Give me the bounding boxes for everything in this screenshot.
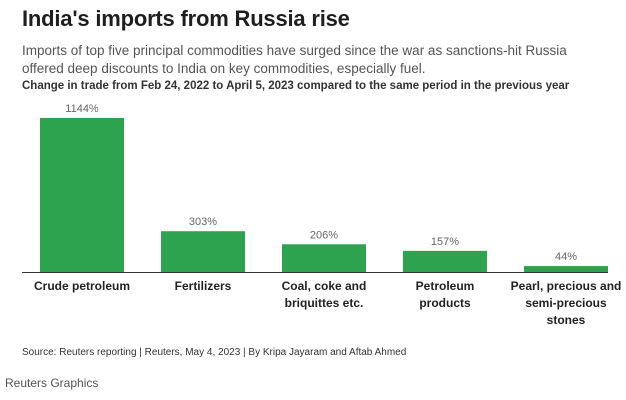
category-label-line: Pearl, precious and (511, 279, 622, 293)
category-label-2: Fertilizers (175, 279, 232, 293)
bar-1 (40, 118, 124, 272)
value-label-1: 1144% (65, 103, 99, 115)
category-label-1: Crude petroleum (34, 279, 130, 293)
chart-axis-note: Change in trade from Feb 24, 2022 to Apr… (22, 80, 570, 92)
category-label-line: Petroleum (416, 279, 475, 293)
bar-chart: 1144% Crude petroleum 303% Fertilizers 206% C… (22, 103, 622, 327)
bar-3 (282, 244, 366, 272)
graphics-credit: Reuters Graphics (5, 376, 99, 390)
category-label-line: Fertilizers (175, 279, 232, 293)
category-label-3: Coal, coke and briquittes etc. (282, 279, 367, 310)
chart-subtitle: Imports of top five principal commoditie… (22, 43, 567, 76)
category-label-5: Pearl, precious and semi-precious stones (511, 279, 622, 327)
category-label-line: stones (547, 313, 586, 327)
value-label-4: 157% (431, 236, 459, 248)
bar-2 (161, 231, 245, 272)
category-label-line: Coal, coke and (282, 279, 367, 293)
category-label-line: products (419, 296, 471, 310)
source-note: Source: Reuters reporting | Reuters, May… (22, 347, 407, 358)
chart-title: India's imports from Russia rise (22, 6, 350, 31)
value-label-3: 206% (310, 229, 338, 241)
value-label-5: 44% (555, 251, 577, 263)
bar-5 (524, 266, 608, 272)
category-label-line: briquittes etc. (285, 296, 364, 310)
category-label-line: semi-precious (525, 296, 607, 310)
bar-4 (403, 250, 487, 272)
category-label-line: Crude petroleum (34, 279, 130, 293)
value-label-2: 303% (189, 216, 217, 228)
category-label-4: Petroleum products (416, 279, 475, 310)
